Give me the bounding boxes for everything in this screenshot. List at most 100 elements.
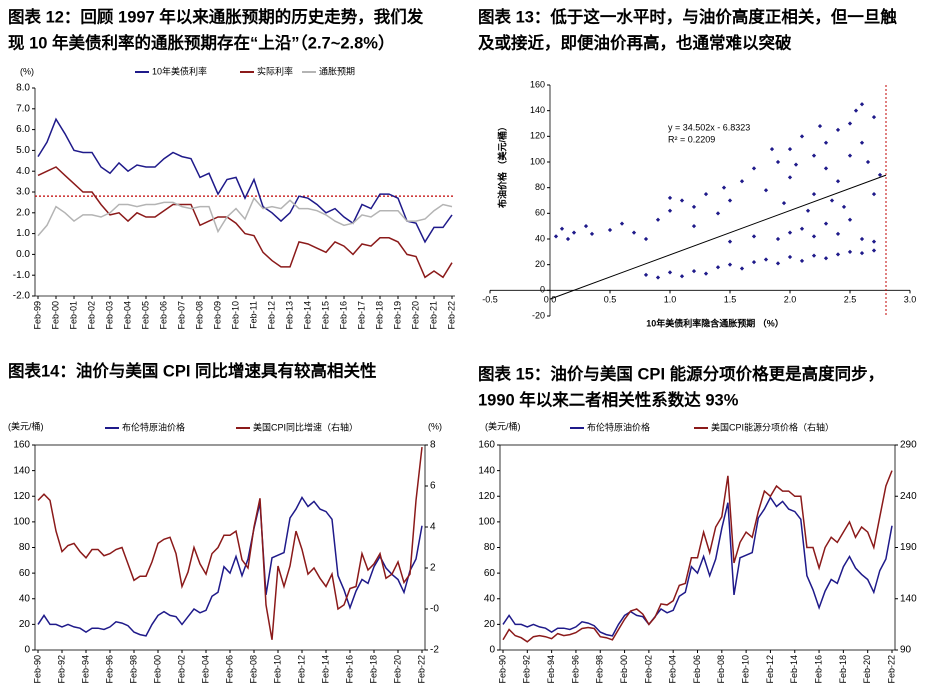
- y-tick-label: 8.0: [16, 83, 30, 94]
- scatter-point: [751, 166, 757, 171]
- y-tick-label: 20: [535, 259, 545, 269]
- scatter-point: [811, 253, 817, 258]
- x-tick-label: Feb-96: [570, 655, 580, 684]
- y2-tick-label: -0: [430, 604, 439, 615]
- scatter-point: [847, 153, 853, 158]
- y-tick-label: 140: [530, 105, 545, 115]
- chart-title: 图表 15：油价与美国 CPI 能源分项价格更是高度同步，: [478, 363, 884, 383]
- x-tick-label: Feb-08: [716, 655, 726, 684]
- scatter-point: [715, 265, 721, 270]
- y-tick-label: 160: [530, 79, 545, 89]
- y-tick-label: 40: [484, 593, 496, 604]
- x-tick-label: Feb-99: [32, 301, 42, 330]
- legend-label: 10年美债利率: [152, 65, 207, 76]
- x-tick-label: Feb-21: [428, 301, 438, 330]
- x-tick-label: Feb-17: [356, 301, 366, 330]
- y-unit: (美元/桶): [8, 420, 44, 431]
- scatter-point: [817, 123, 823, 129]
- scatter-point: [835, 179, 841, 184]
- scatter-point: [859, 102, 865, 107]
- scatter-point: [859, 236, 865, 242]
- y2-tick-label: 6: [430, 481, 436, 492]
- scatter-point: [691, 224, 697, 229]
- y-tick-label: 80: [535, 182, 545, 192]
- y-tick-label: 80: [484, 542, 496, 553]
- x-tick-label: Feb-04: [122, 301, 132, 330]
- series-line: [37, 496, 423, 637]
- x-tick-label: Feb-02: [176, 655, 186, 684]
- scatter-point: [571, 230, 577, 235]
- scatter-point: [787, 175, 793, 180]
- y-tick-label: 1.0: [16, 228, 30, 239]
- x-tick-label: Feb-14: [789, 655, 799, 684]
- x-tick-label: 3.0: [904, 295, 917, 305]
- y2-tick-label: 240: [900, 491, 917, 502]
- x-tick-label: Feb-08: [194, 301, 204, 330]
- x-tick-label: Feb-09: [212, 301, 222, 330]
- y-tick-label: 100: [13, 517, 30, 528]
- x-tick-label: Feb-16: [813, 655, 823, 684]
- x-tick-label: Feb-19: [392, 301, 402, 330]
- scatter-point: [871, 114, 877, 120]
- chart-title: 图表 13：低于这一水平时，与油价高度正相关，但一旦触: [478, 6, 897, 26]
- scatter-point: [841, 204, 847, 210]
- x-tick-label: 1.5: [724, 295, 737, 305]
- x-tick-label: Feb-90: [32, 655, 42, 684]
- x-tick-label: Feb-14: [302, 301, 312, 330]
- y-unit: (%): [20, 66, 34, 76]
- x-tick-label: Feb-98: [128, 655, 138, 684]
- scatter-point: [565, 236, 571, 242]
- y2-tick-label: -2: [430, 645, 439, 656]
- legend-label: 通胀预期: [319, 66, 355, 76]
- scatter-point: [811, 153, 817, 158]
- scatter-point: [799, 226, 805, 231]
- scatter-point: [667, 270, 673, 275]
- y2-tick-label: 2: [430, 563, 436, 574]
- scatter-point: [721, 185, 727, 190]
- scatter-point: [727, 239, 733, 244]
- x-tick-label: Feb-20: [410, 301, 420, 330]
- y-tick-label: -2.0: [13, 291, 31, 302]
- scatter-point: [751, 234, 757, 239]
- scatter-point: [655, 217, 661, 222]
- chart-title: 1990 年以来二者相关性系数达 93%: [478, 389, 739, 409]
- scatter-point: [835, 127, 841, 133]
- scatter-point: [703, 271, 709, 276]
- x-tick-label: Feb-92: [522, 655, 532, 684]
- legend-label: 布伦特原油价格: [122, 421, 185, 432]
- y-tick-label: 40: [535, 233, 545, 243]
- scatter-point: [853, 108, 859, 113]
- scatter-point: [667, 208, 673, 213]
- scatter-point: [847, 217, 853, 222]
- chart-title: 图表 12：回顾 1997 年以来通胀预期的历史走势，我们发: [8, 6, 424, 26]
- legend-label: 布伦特原油价格: [587, 421, 650, 432]
- x-tick-label: Feb-92: [56, 655, 66, 684]
- y-tick-label: 80: [19, 542, 31, 553]
- scatter-point: [793, 162, 799, 167]
- x-tick-label: Feb-00: [619, 655, 629, 684]
- scatter-point: [763, 257, 769, 262]
- scatter-point: [667, 195, 673, 201]
- x-tick-label: Feb-00: [152, 655, 162, 684]
- scatter-point: [775, 159, 781, 165]
- y-tick-label: 100: [530, 156, 545, 166]
- y-tick-label: 0.0: [16, 249, 30, 260]
- scatter-point: [859, 250, 865, 256]
- x-tick-label: Feb-07: [176, 301, 186, 330]
- x-tick-label: Feb-22: [446, 301, 456, 330]
- scatter-point: [781, 200, 787, 206]
- scatter-point: [823, 256, 829, 261]
- x-tick-label: Feb-01: [68, 301, 78, 330]
- series-line: [37, 196, 453, 237]
- scatter-point: [769, 147, 775, 152]
- y-tick-label: 60: [484, 568, 496, 579]
- y-tick-label: 5.0: [16, 145, 30, 156]
- x-tick-label: Feb-90: [497, 655, 507, 684]
- y-tick-label: 0: [540, 285, 545, 295]
- scatter-point: [607, 227, 613, 233]
- y-unit: (美元/桶): [485, 420, 521, 431]
- scatter-point: [655, 275, 661, 280]
- y-tick-label: 2.0: [16, 207, 30, 218]
- chart-title: 现 10 年美债利率的通胀预期存在“上沿”（2.7~2.8%）: [8, 32, 394, 52]
- annotation: y = 34.502x - 6.8323: [668, 122, 750, 132]
